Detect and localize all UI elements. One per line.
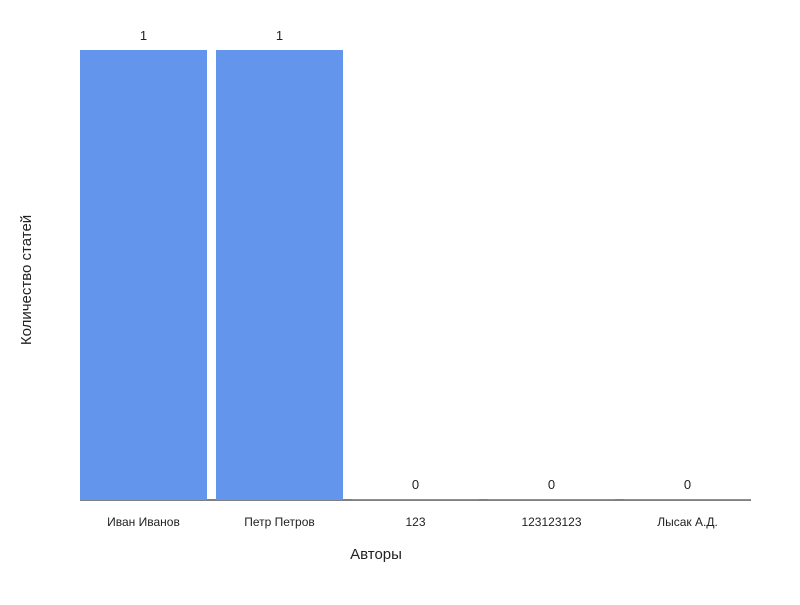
bar: [624, 499, 751, 500]
x-tick-label: 123: [405, 515, 425, 529]
x-axis-title: Авторы: [350, 546, 402, 563]
data-label: 0: [548, 477, 555, 492]
x-tick-label: Лысак А.Д.: [657, 515, 718, 529]
bar: [488, 499, 615, 500]
data-label: 0: [684, 477, 691, 492]
y-axis-title: Количество статей: [18, 215, 35, 345]
data-label: 1: [140, 28, 147, 43]
x-tick-label: 123123123: [521, 515, 581, 529]
x-tick-label: Петр Петров: [244, 515, 315, 529]
data-label: 1: [276, 28, 283, 43]
bar: [216, 50, 343, 500]
bar: [352, 499, 479, 500]
bar: [80, 50, 207, 500]
data-label: 0: [412, 477, 419, 492]
x-tick-label: Иван Иванов: [107, 515, 180, 529]
